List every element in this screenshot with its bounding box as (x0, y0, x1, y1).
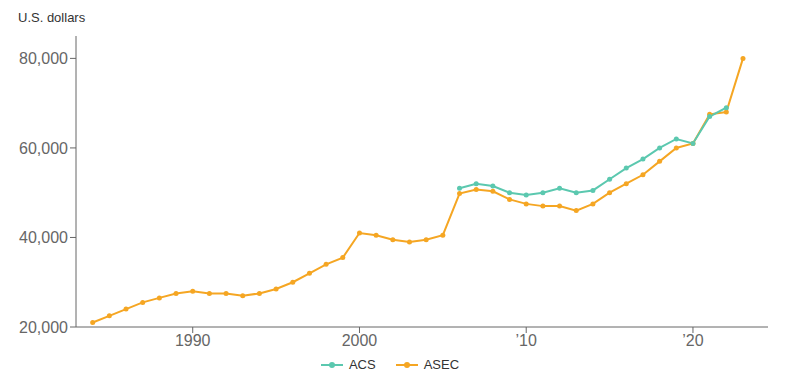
svg-text:’10: ’10 (516, 332, 537, 349)
svg-text:80,000: 80,000 (19, 50, 68, 67)
svg-text:60,000: 60,000 (19, 140, 68, 157)
svg-text:2000: 2000 (342, 332, 378, 349)
svg-text:1990: 1990 (175, 332, 211, 349)
html-text:U.S. dollars: U.S. dollars (18, 10, 86, 25)
svg-text:’20: ’20 (682, 332, 703, 349)
html-text:ACS: ACS (348, 357, 376, 372)
svg-text:40,000: 40,000 (19, 229, 68, 246)
svg-text:20,000: 20,000 (19, 319, 68, 336)
html-text:ASEC: ASEC (423, 357, 460, 372)
